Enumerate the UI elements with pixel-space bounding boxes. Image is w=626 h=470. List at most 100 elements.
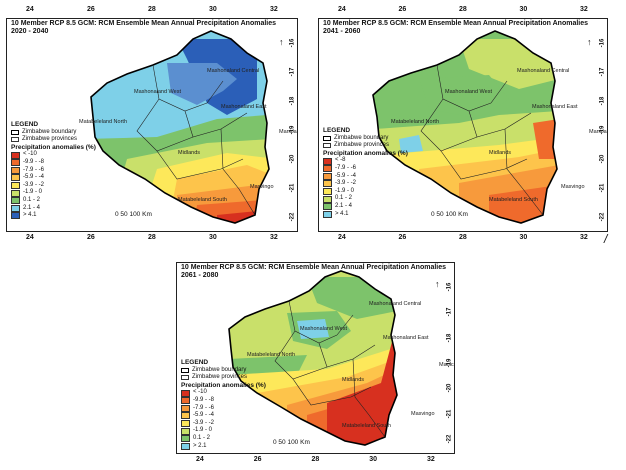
legend-class-label: -5.9 - -4 xyxy=(335,172,357,179)
graticule-tick-label: 26 xyxy=(398,234,407,241)
legend-swatch xyxy=(11,189,20,197)
province-label: Mashonaland Central xyxy=(369,301,422,307)
legend-class-row: 0.1 - 2 xyxy=(181,435,266,443)
map-title-line2: 2061 - 2080 xyxy=(181,272,219,279)
province-label: Mashonaland Central xyxy=(207,68,260,74)
legend-class-row: > 4.1 xyxy=(11,212,96,220)
legend-swatch xyxy=(181,389,190,397)
graticule-tick-label: 24 xyxy=(338,234,346,241)
province-label: Matabeleland South xyxy=(489,197,538,203)
provinces-swatch xyxy=(181,375,189,381)
legend-swatch xyxy=(323,157,332,165)
province-label: Manicaland xyxy=(279,129,298,135)
legend-swatch xyxy=(323,203,332,211)
map-title-line1: 10 Member RCP 8.5 GCM: RCM Ensemble Mean… xyxy=(323,20,589,27)
graticule-tick-label: 32 xyxy=(580,234,588,241)
legend-class-row: < -10 xyxy=(11,151,96,159)
map-title-line1: 10 Member RCP 8.5 GCM: RCM Ensemble Mean… xyxy=(11,20,277,27)
province-label: Mashonaland East xyxy=(383,335,429,341)
boundary-swatch xyxy=(323,135,331,141)
legend-class-label: -1.9 - 0 xyxy=(193,427,213,434)
graticule-tick-label: 32 xyxy=(270,234,278,241)
map-title: 10 Member RCP 8.5 GCM: RCM Ensemble Mean… xyxy=(11,20,276,36)
graticule-tick-label: 28 xyxy=(311,456,320,463)
legend-swatch xyxy=(323,180,332,188)
legend-class-label: -5.9 - -4 xyxy=(193,412,215,419)
legend-class-row: -1.9 - 0 xyxy=(181,427,266,435)
legend-swatch xyxy=(11,174,20,182)
graticule-tick-label: 24 xyxy=(196,456,204,463)
graticule-tick-label: -16 xyxy=(289,38,296,48)
provinces-swatch xyxy=(11,137,19,143)
legend-class-row: -5.9 - -4 xyxy=(323,173,408,181)
graticule-tick-label: 26 xyxy=(87,6,95,13)
graticule-tick-label: -22 xyxy=(599,212,606,222)
graticule-tick-label: -17 xyxy=(599,67,606,77)
legend-class-label: 2.1 - 4 xyxy=(23,204,41,211)
map-panel-2061-2080: 10 Member RCP 8.5 GCM: RCM Ensemble Mean… xyxy=(176,262,455,454)
legend-swatch xyxy=(181,397,190,405)
legend-swatch xyxy=(323,188,332,196)
graticule-tick-label: 24 xyxy=(26,6,34,13)
legend-class-label: 0.1 - 2 xyxy=(335,195,353,202)
graticule-tick-label: -17 xyxy=(446,307,453,317)
legend-class-row: -9.9 - -8 xyxy=(11,159,96,167)
boundary-swatch xyxy=(181,367,189,373)
graticule-tick-label: -21 xyxy=(446,409,453,418)
legend-class-row: 0.1 - 2 xyxy=(11,197,96,205)
province-label: Manicaland xyxy=(439,362,454,368)
graticule-tick-label: -20 xyxy=(599,154,606,164)
legend-class-label: < -10 xyxy=(23,151,37,158)
graticule-tick-label: -16 xyxy=(599,38,606,48)
legend-swatch xyxy=(11,212,20,220)
legend-class-label: -9.9 - -8 xyxy=(23,158,45,165)
province-label: Mashonaland West xyxy=(445,89,492,95)
legend-swatch xyxy=(181,427,190,435)
graticule-tick-label: 28 xyxy=(148,6,156,13)
scale-bar: 0 50 100 Km xyxy=(115,211,152,218)
map-title-line1: 10 Member RCP 8.5 GCM: RCM Ensemble Mean… xyxy=(181,264,447,271)
graticule-tick-label: -18 xyxy=(599,96,606,106)
legend-class-row: -3.9 - -2 xyxy=(11,182,96,190)
graticule-tick-label: -19 xyxy=(599,125,606,135)
legend-class-label: 0.1 - 2 xyxy=(193,434,211,441)
legend-swatch xyxy=(323,172,332,180)
province-label: Manicaland xyxy=(589,129,608,135)
graticule-tick-label: 32 xyxy=(427,456,435,463)
legend-class-label: > 4.1 xyxy=(335,210,349,217)
legend-class-label: < -8 xyxy=(335,157,346,164)
legend-class-row: -5.9 - -4 xyxy=(181,412,266,420)
legend-swatch xyxy=(181,412,190,420)
graticule-tick-label: 26 xyxy=(87,234,95,241)
legend-title: LEGEND xyxy=(11,121,39,128)
scale-bar: 0 50 100 Km xyxy=(273,439,310,446)
graticule-tick-label: 32 xyxy=(270,6,278,13)
legend-class-row: > 2.1 xyxy=(181,443,266,451)
map-panel-2020-2040: 10 Member RCP 8.5 GCM: RCM Ensemble Mean… xyxy=(6,18,298,232)
province-label: Matabeleland South xyxy=(178,197,227,203)
province-label: Midlands xyxy=(178,150,201,156)
map-title: 10 Member RCP 8.5 GCM: RCM Ensemble Mean… xyxy=(181,264,446,280)
legend-classes: < -10 -9.9 - -8 -7.9 - -6 -5.9 - -4 -3.9 - -… xyxy=(11,151,96,220)
graticule-tick-label: 30 xyxy=(369,456,378,463)
map-title-line2: 2020 - 2040 xyxy=(11,28,49,35)
legend-swatch xyxy=(323,210,332,218)
legend-swatch xyxy=(11,182,20,190)
province-label: Matabeleland North xyxy=(79,119,128,125)
legend-class-label: -1.9 - 0 xyxy=(335,187,355,194)
province-label: Masvingo xyxy=(250,184,274,190)
legend-provinces-label: Zimbabwe provinces xyxy=(192,374,248,381)
graticule-tick-label: -22 xyxy=(446,434,453,444)
graticule-tick-label: -20 xyxy=(289,154,296,164)
graticule-tick-label: 32 xyxy=(580,6,588,13)
north-arrow-icon: ↑ xyxy=(587,37,592,47)
legend-class-row: -5.9 - -4 xyxy=(11,174,96,182)
legend-provinces-label: Zimbabwe provinces xyxy=(334,142,390,149)
graticule-tick-label: 26 xyxy=(253,456,262,463)
legend-class-row: -1.9 - 0 xyxy=(11,189,96,197)
graticule-tick-label: -19 xyxy=(446,358,453,368)
graticule-tick-label: 28 xyxy=(148,234,156,241)
legend-class-row: > 4.1 xyxy=(323,211,408,219)
legend-class-label: -7.9 - -6 xyxy=(193,404,215,411)
graticule-tick-label: -17 xyxy=(289,67,296,77)
